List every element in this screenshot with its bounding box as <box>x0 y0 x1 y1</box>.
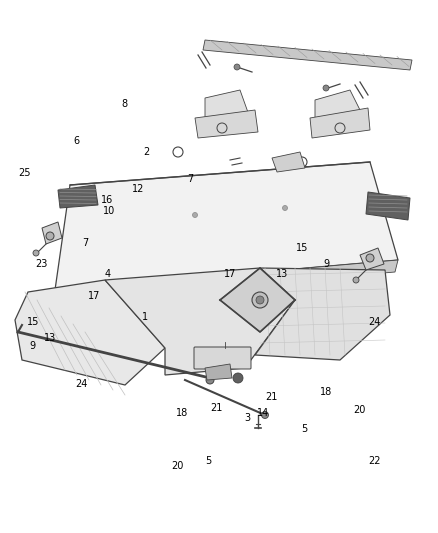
Circle shape <box>206 376 214 384</box>
Polygon shape <box>58 185 98 208</box>
Text: 8: 8 <box>122 99 128 109</box>
Polygon shape <box>315 90 360 122</box>
Circle shape <box>233 373 243 383</box>
Polygon shape <box>205 90 250 128</box>
Text: 24: 24 <box>368 318 381 327</box>
Polygon shape <box>310 108 370 138</box>
Text: 22: 22 <box>368 456 381 466</box>
Text: 2: 2 <box>144 147 150 157</box>
Text: 21: 21 <box>211 403 223 413</box>
Text: 14: 14 <box>257 408 269 418</box>
Text: 12: 12 <box>132 184 144 194</box>
Text: 5: 5 <box>301 424 307 434</box>
Polygon shape <box>105 268 295 375</box>
Circle shape <box>283 206 287 211</box>
Text: 7: 7 <box>82 238 88 247</box>
Polygon shape <box>272 152 305 172</box>
Polygon shape <box>52 260 398 302</box>
Circle shape <box>46 232 54 240</box>
Text: 13: 13 <box>44 334 57 343</box>
Text: 15: 15 <box>27 318 39 327</box>
Text: 1: 1 <box>141 312 148 322</box>
Circle shape <box>366 254 374 262</box>
Circle shape <box>323 85 329 91</box>
Text: 20: 20 <box>171 462 184 471</box>
FancyBboxPatch shape <box>194 347 251 369</box>
Text: 20: 20 <box>353 406 365 415</box>
Polygon shape <box>360 248 384 270</box>
Text: 17: 17 <box>224 270 236 279</box>
Polygon shape <box>203 40 412 70</box>
Text: 10: 10 <box>103 206 116 215</box>
Circle shape <box>353 277 359 283</box>
Polygon shape <box>42 222 62 244</box>
Circle shape <box>256 296 264 304</box>
Circle shape <box>252 292 268 308</box>
Text: 13: 13 <box>276 270 289 279</box>
Circle shape <box>192 213 198 217</box>
Text: 7: 7 <box>187 174 194 183</box>
Circle shape <box>234 64 240 70</box>
Polygon shape <box>15 280 165 385</box>
Text: 6: 6 <box>74 136 80 146</box>
Text: 5: 5 <box>205 456 211 466</box>
Text: 18: 18 <box>320 387 332 397</box>
Polygon shape <box>195 110 258 138</box>
Polygon shape <box>220 268 295 332</box>
Text: 4: 4 <box>104 270 110 279</box>
Text: 3: 3 <box>244 414 251 423</box>
Text: 23: 23 <box>35 259 48 269</box>
Circle shape <box>261 411 268 418</box>
Polygon shape <box>205 364 232 380</box>
Text: 17: 17 <box>88 291 100 301</box>
Text: 9: 9 <box>30 342 36 351</box>
Text: 18: 18 <box>176 408 188 418</box>
Circle shape <box>33 250 39 256</box>
Text: 25: 25 <box>18 168 30 178</box>
Text: 24: 24 <box>75 379 87 389</box>
Text: 16: 16 <box>101 195 113 205</box>
Polygon shape <box>366 192 410 220</box>
Polygon shape <box>255 268 390 360</box>
Text: 21: 21 <box>265 392 278 402</box>
Text: 15: 15 <box>296 243 308 253</box>
Polygon shape <box>55 162 398 290</box>
Text: 9: 9 <box>323 259 329 269</box>
